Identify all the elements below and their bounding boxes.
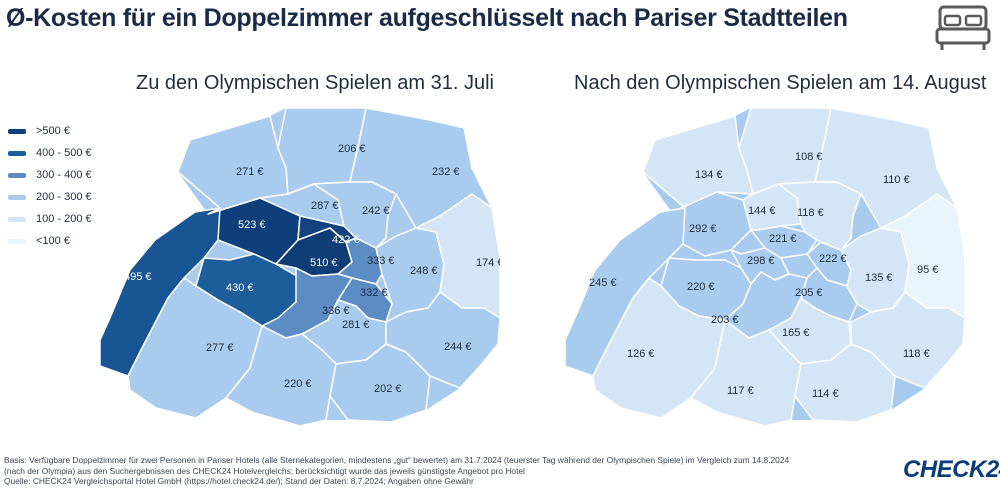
district-price-label: 220 € xyxy=(687,281,715,293)
subtitle-right: Nach den Olympischen Spielen am 14. Augu… xyxy=(574,72,987,94)
district-price-label: 117 € xyxy=(727,385,754,397)
district-price-label: 298 € xyxy=(747,255,775,267)
district-price-label: 287 € xyxy=(311,200,339,212)
district-price-label: 203 € xyxy=(711,314,739,326)
footnote-line: Quelle: CHECK24 Vergleichsportal Hotel G… xyxy=(4,476,474,486)
legend-item-300-400: 300 - 400 € xyxy=(8,164,92,186)
district-price-label: 118 € xyxy=(903,348,930,360)
paris-map-svg: 523 € 495 € 430 € 510 € 422 € 333 € 332 € 336 €… xyxy=(100,108,500,427)
district-price-label: 244 € xyxy=(444,341,472,353)
district-price-label: 523 € xyxy=(238,219,266,231)
district-price-label: 422 € xyxy=(332,234,360,246)
district-price-label: 134 € xyxy=(695,169,723,181)
district-area xyxy=(100,207,221,377)
paris-map-svg: 292 € 245 € 220 € 298 € 221 € 222 € 205 € 203 €… xyxy=(565,108,965,427)
district-price-label: 336 € xyxy=(322,305,350,317)
legend-label: 300 - 400 € xyxy=(36,169,92,181)
district-price-label: 126 € xyxy=(627,348,655,360)
district-price-label: 221 € xyxy=(769,233,797,245)
district-area xyxy=(565,207,686,377)
district-price-label: 95 € xyxy=(917,264,938,276)
page-title: Ø-Kosten für ein Doppelzimmer aufgeschlü… xyxy=(6,4,848,32)
district-price-label: 245 € xyxy=(589,277,617,289)
legend-swatch xyxy=(8,238,26,244)
legend-swatch xyxy=(8,150,26,156)
district-price-label: 277 € xyxy=(206,342,234,354)
district-price-label: 205 € xyxy=(795,287,823,299)
district-price-label: 118 € xyxy=(797,207,824,219)
district-price-label: 202 € xyxy=(374,383,402,395)
legend-label: 100 - 200 € xyxy=(36,213,92,225)
district-price-label: 174 € xyxy=(476,257,500,269)
district-price-label: 510 € xyxy=(310,257,338,269)
legend-swatch xyxy=(8,194,26,200)
district-area xyxy=(592,277,726,419)
district-price-label: 248 € xyxy=(410,265,438,277)
district-area xyxy=(385,291,500,389)
district-price-label: 281 € xyxy=(342,319,370,331)
legend-label: 200 - 300 € xyxy=(36,191,92,203)
district-area xyxy=(313,181,397,249)
district-price-label: 332 € xyxy=(360,287,388,299)
district-price-label: 206 € xyxy=(338,143,366,155)
bed-icon xyxy=(935,5,991,50)
district-price-label: 165 € xyxy=(782,327,810,339)
legend-item-100-200: 100 - 200 € xyxy=(8,208,92,230)
district-price-label: 135 € xyxy=(865,272,893,284)
legend-label: <100 € xyxy=(36,235,70,247)
district-area xyxy=(127,277,263,419)
legend-label: >500 € xyxy=(36,125,70,137)
legend-swatch xyxy=(8,172,26,178)
footnote-line: (nach der Olympia) aus den Suchergebniss… xyxy=(4,465,525,476)
district-price-label: 144 € xyxy=(748,205,776,217)
district-price-label: 430 € xyxy=(226,282,254,294)
district-area xyxy=(329,343,431,423)
legend-item-200-300: 200 - 300 € xyxy=(8,186,92,208)
district-price-label: 222 € xyxy=(819,253,847,265)
district-price-label: 110 € xyxy=(883,174,910,186)
district-price-label: 333 € xyxy=(367,255,395,267)
district-price-label: 114 € xyxy=(812,388,839,400)
check24-logo: CHECK24 xyxy=(903,456,1000,483)
district-price-label: 495 € xyxy=(124,271,152,283)
district-price-label: 242 € xyxy=(362,205,390,217)
legend-swatch xyxy=(8,128,26,134)
footnote-line: Basis: Verfügbare Doppelzimmer für zwei … xyxy=(4,455,790,465)
district-price-label: 108 € xyxy=(795,151,823,163)
map-before-olympics: 523 € 495 € 430 € 510 € 422 € 333 € 332 € 336 €… xyxy=(100,108,500,438)
district-area xyxy=(850,291,965,389)
legend-item-400-500: 400 - 500 € xyxy=(8,142,92,164)
subtitle-left: Zu den Olympischen Spielen am 31. Juli xyxy=(136,72,494,94)
district-price-label: 220 € xyxy=(284,378,312,390)
legend: >500 € 400 - 500 € 300 - 400 € 200 - 300… xyxy=(8,120,92,252)
legend-label: 400 - 500 € xyxy=(36,147,92,159)
legend-swatch xyxy=(8,216,26,222)
legend-item-over-500: >500 € xyxy=(8,120,92,142)
footnote: Basis: Verfügbare Doppelzimmer für zwei … xyxy=(4,455,884,487)
map-after-olympics: 292 € 245 € 220 € 298 € 221 € 222 € 205 € 203 €… xyxy=(565,108,965,438)
district-area xyxy=(680,191,752,257)
district-price-label: 271 € xyxy=(236,166,264,178)
district-price-label: 292 € xyxy=(689,223,717,235)
district-price-label: 232 € xyxy=(432,166,460,178)
legend-item-under-100: <100 € xyxy=(8,230,92,252)
district-area xyxy=(794,343,896,423)
